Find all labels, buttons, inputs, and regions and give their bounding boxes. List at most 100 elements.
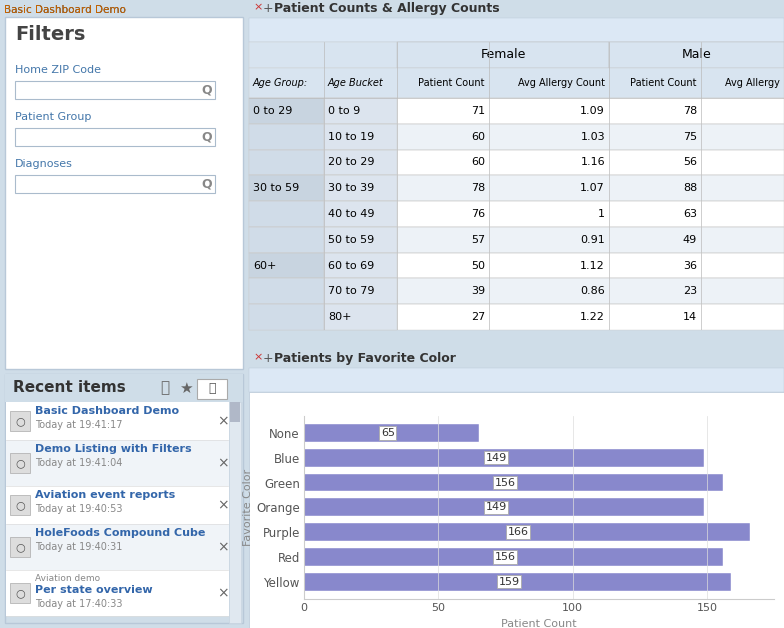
Text: ⏰: ⏰ [209, 382, 216, 396]
Bar [324, 149, 397, 175]
Text: Aviation demo: Aviation demo [35, 574, 100, 583]
Text: Age Bucket: Age Bucket [328, 78, 383, 88]
Text: Patient Group: Patient Group [15, 112, 92, 122]
Bar [324, 278, 397, 304]
Text: 78: 78 [470, 183, 485, 193]
Text: ⓘ: ⓘ [160, 381, 169, 396]
Bar [230, 402, 240, 422]
Text: 56: 56 [683, 158, 697, 168]
Text: 50 to 59: 50 to 59 [328, 235, 374, 245]
Bar [10, 411, 30, 431]
Text: +: + [263, 352, 274, 365]
Bar [249, 42, 784, 330]
Text: Female: Female [481, 48, 526, 62]
Bar [249, 350, 784, 368]
Text: 71: 71 [471, 106, 485, 116]
Text: Today at 19:40:31: Today at 19:40:31 [35, 542, 122, 552]
Bar [6, 524, 229, 570]
Text: Today at 19:41:04: Today at 19:41:04 [35, 458, 122, 468]
Bar [249, 252, 324, 278]
Bar [197, 379, 227, 399]
Text: Per state overview: Per state overview [35, 585, 153, 595]
Text: Basic Dashboard Demo: Basic Dashboard Demo [4, 5, 126, 15]
Text: 1: 1 [598, 209, 605, 219]
Bar [304, 424, 478, 442]
Text: 36: 36 [683, 261, 697, 271]
Text: 49: 49 [683, 235, 697, 245]
Bar [15, 128, 215, 146]
Text: 1.07: 1.07 [580, 183, 605, 193]
Text: Today at 19:41:17: Today at 19:41:17 [35, 420, 122, 430]
Bar [304, 523, 750, 541]
Bar [5, 374, 243, 623]
Bar [324, 175, 397, 201]
Text: ×: × [217, 586, 229, 600]
Bar [304, 548, 723, 566]
Bar [249, 98, 324, 124]
Bar [249, 98, 784, 124]
Bar [5, 17, 243, 369]
Text: 39: 39 [471, 286, 485, 296]
Text: 27: 27 [470, 312, 485, 322]
Bar [249, 124, 324, 149]
Bar [324, 201, 397, 227]
X-axis label: Patient Count: Patient Count [501, 619, 577, 628]
Text: Q: Q [201, 131, 212, 144]
Bar [249, 392, 784, 628]
Bar [249, 201, 324, 227]
Text: ○: ○ [15, 416, 25, 426]
Bar [249, 149, 784, 175]
Text: 0 to 29: 0 to 29 [253, 106, 292, 116]
Text: ×: × [253, 2, 263, 12]
Text: 0.86: 0.86 [580, 286, 605, 296]
Bar [304, 474, 723, 492]
Text: Recent items: Recent items [13, 380, 125, 395]
Bar [0, 0, 784, 17]
Text: ×: × [217, 456, 229, 470]
Text: ○: ○ [15, 542, 25, 552]
Text: Today at 17:40:33: Today at 17:40:33 [35, 599, 122, 609]
Bar [304, 573, 731, 591]
Text: 63: 63 [683, 209, 697, 219]
Text: 1.03: 1.03 [580, 132, 605, 142]
Text: 40 to 49: 40 to 49 [328, 209, 375, 219]
Bar [6, 486, 229, 524]
Bar [249, 68, 784, 98]
Text: 60: 60 [471, 132, 485, 142]
Bar [249, 124, 784, 149]
Text: 156: 156 [495, 477, 516, 487]
Text: 65: 65 [381, 428, 395, 438]
Bar [15, 81, 215, 99]
Bar [10, 537, 30, 557]
Text: 60: 60 [471, 158, 485, 168]
Text: ×: × [217, 540, 229, 554]
Bar [324, 124, 397, 149]
Text: ×: × [253, 352, 263, 362]
Bar [249, 175, 324, 201]
Text: Home ZIP Code: Home ZIP Code [15, 65, 101, 75]
Text: Today at 19:40:53: Today at 19:40:53 [35, 504, 122, 514]
Bar [6, 570, 229, 616]
Text: 1.22: 1.22 [580, 312, 605, 322]
Bar [249, 201, 784, 227]
Text: 88: 88 [683, 183, 697, 193]
Bar [324, 98, 397, 124]
Text: Basic Dashboard Demo: Basic Dashboard Demo [4, 5, 126, 15]
Text: 1.16: 1.16 [580, 158, 605, 168]
Text: Age Group:: Age Group: [253, 78, 308, 88]
Text: 149: 149 [485, 453, 506, 463]
Bar [249, 330, 784, 350]
Y-axis label: Favorite Color: Favorite Color [243, 468, 253, 546]
Text: 60 to 69: 60 to 69 [328, 261, 374, 271]
Text: 60+: 60+ [253, 261, 277, 271]
Bar [249, 278, 784, 304]
Text: Avg Allergy Count: Avg Allergy Count [518, 78, 605, 88]
Bar [324, 252, 397, 278]
Bar [249, 278, 324, 304]
Bar [249, 18, 784, 42]
Text: Avg Allergy: Avg Allergy [725, 78, 780, 88]
Text: 76: 76 [471, 209, 485, 219]
Bar [229, 402, 241, 623]
Bar [249, 149, 324, 175]
Text: ○: ○ [15, 500, 25, 510]
